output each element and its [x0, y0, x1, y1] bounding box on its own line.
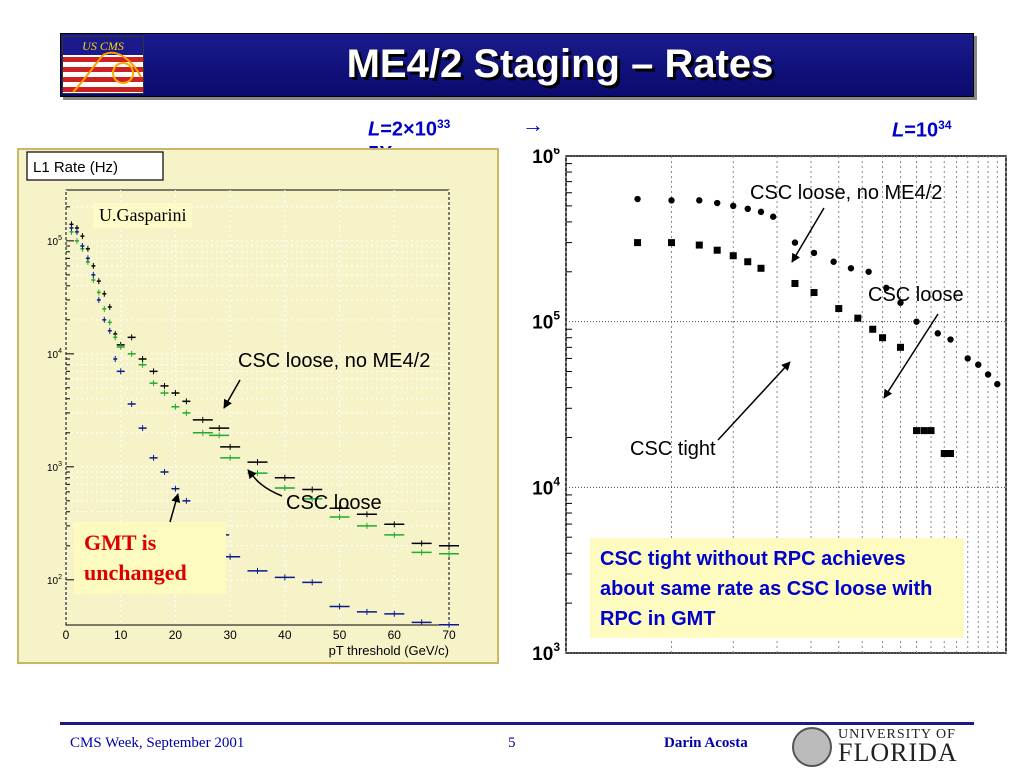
lum-left-value: =2×10	[380, 118, 437, 141]
right-point-circle	[730, 202, 737, 210]
right-point-circle	[769, 213, 777, 220]
right-point-square-2	[913, 427, 921, 435]
us-cms-logo-graphic: US CMS	[63, 37, 143, 93]
legend-title: L1 Rate (Hz)	[33, 159, 118, 176]
right-point-circle	[757, 208, 765, 216]
left-annotation-csc-loose-no-me42: CSC loose, no ME4/2	[238, 350, 431, 372]
gmt-unchanged-box: GMT is unchanged	[74, 522, 226, 594]
footer-divider	[60, 722, 974, 725]
right-point-circle	[791, 239, 799, 246]
right-annotation-csc-loose: CSC loose	[868, 284, 964, 306]
right-point-circle	[947, 336, 954, 343]
right-point-square-1	[634, 239, 642, 247]
lum-right-exponent: 34	[938, 118, 952, 132]
left-x-tick-label: 70	[442, 628, 456, 642]
left-annotation-csc-loose: CSC loose	[286, 492, 382, 514]
lum-right-value: =10	[904, 119, 939, 142]
right-point-square-1	[713, 246, 721, 254]
footer-author: Darin Acosta	[664, 735, 748, 751]
uf-logo-top: UNIVERSITY OF	[838, 727, 956, 742]
logo-text: US CMS	[82, 39, 124, 53]
left-y-tick-label: 103	[47, 461, 62, 474]
page-title: ME4/2 Staging – Rates	[346, 42, 774, 86]
us-cms-logo: US CMS	[62, 36, 144, 94]
right-point-square-1	[869, 325, 877, 333]
conclusion-note-box: CSC tight without RPC achieves about sam…	[590, 538, 964, 638]
left-y-tick-label: 104	[47, 348, 62, 361]
right-point-square-1	[854, 314, 862, 322]
left-x-tick-label: 60	[388, 628, 402, 642]
left-y-tick-label: 102	[47, 574, 62, 587]
right-annotation-csc-tight: CSC tight	[630, 438, 716, 460]
right-point-square-1	[668, 239, 676, 247]
title-bar	[60, 33, 974, 97]
right-point-circle	[984, 371, 992, 378]
luminosity-right-label: L=1034	[892, 118, 952, 143]
right-point-circle	[668, 197, 675, 204]
right-point-circle	[744, 205, 751, 213]
right-point-square-2	[940, 450, 948, 458]
right-point-square-1	[744, 258, 752, 266]
right-point-circle	[964, 355, 971, 362]
uf-logo-bottom: FLORIDA	[838, 738, 958, 767]
left-x-tick-label: 20	[169, 628, 183, 642]
right-annotation-csc-loose-no-me42: CSC loose, no ME4/2	[750, 182, 943, 204]
right-y-tick-label: 104	[532, 474, 560, 499]
right-point-circle	[897, 299, 904, 306]
right-point-square-1	[896, 343, 904, 351]
right-point-square-2	[920, 427, 928, 435]
left-x-axis-label: pT threshold (GeV/c)	[329, 643, 449, 658]
lum-left-exponent: 33	[436, 117, 451, 131]
left-plot-frame	[65, 189, 450, 626]
left-x-tick-label: 0	[63, 628, 70, 642]
right-point-circle	[847, 265, 855, 272]
right-point-circle	[830, 258, 837, 265]
right-point-square-1	[835, 305, 843, 313]
right-point-square-1	[879, 334, 887, 342]
left-x-tick-label: 50	[333, 628, 347, 642]
author-credit-label: U.Gasparini	[93, 203, 193, 228]
left-x-tick-label: 10	[114, 628, 128, 642]
right-arrow-icon: →	[522, 112, 544, 137]
left-x-tick-label: 40	[278, 628, 292, 642]
lum-right-symbol: L	[892, 119, 905, 142]
right-point-circle	[994, 380, 1001, 388]
right-point-square-2	[927, 427, 935, 435]
right-y-tick-label: 105	[532, 309, 560, 334]
right-point-square-1	[757, 264, 765, 272]
right-point-square-1	[791, 279, 799, 287]
right-y-tick-label: 106	[532, 148, 560, 168]
right-point-circle	[634, 195, 641, 203]
gmt-line2: unchanged	[84, 560, 187, 585]
uf-seal-icon	[792, 727, 832, 767]
gmt-line1: GMT is	[84, 530, 157, 555]
right-point-circle	[810, 249, 818, 257]
left-x-tick-label: 30	[223, 628, 237, 642]
right-point-circle	[913, 318, 920, 325]
right-point-circle	[975, 361, 982, 368]
right-point-square-2	[946, 450, 954, 458]
right-point-circle	[883, 284, 890, 292]
legend-box	[26, 151, 164, 181]
left-y-tick-label: 105	[47, 235, 62, 248]
right-y-tick-label: 103	[532, 640, 560, 665]
footer-event: CMS Week, September 2001	[70, 735, 245, 751]
footer-page-number: 5	[508, 735, 516, 751]
right-point-square-1	[810, 288, 818, 296]
right-point-circle	[865, 268, 872, 275]
right-point-circle	[934, 330, 941, 337]
right-point-circle	[714, 199, 721, 207]
right-point-circle	[696, 197, 703, 204]
right-point-square-1	[729, 252, 737, 260]
right-point-square-1	[695, 241, 703, 249]
lum-left-symbol: L	[368, 118, 381, 141]
